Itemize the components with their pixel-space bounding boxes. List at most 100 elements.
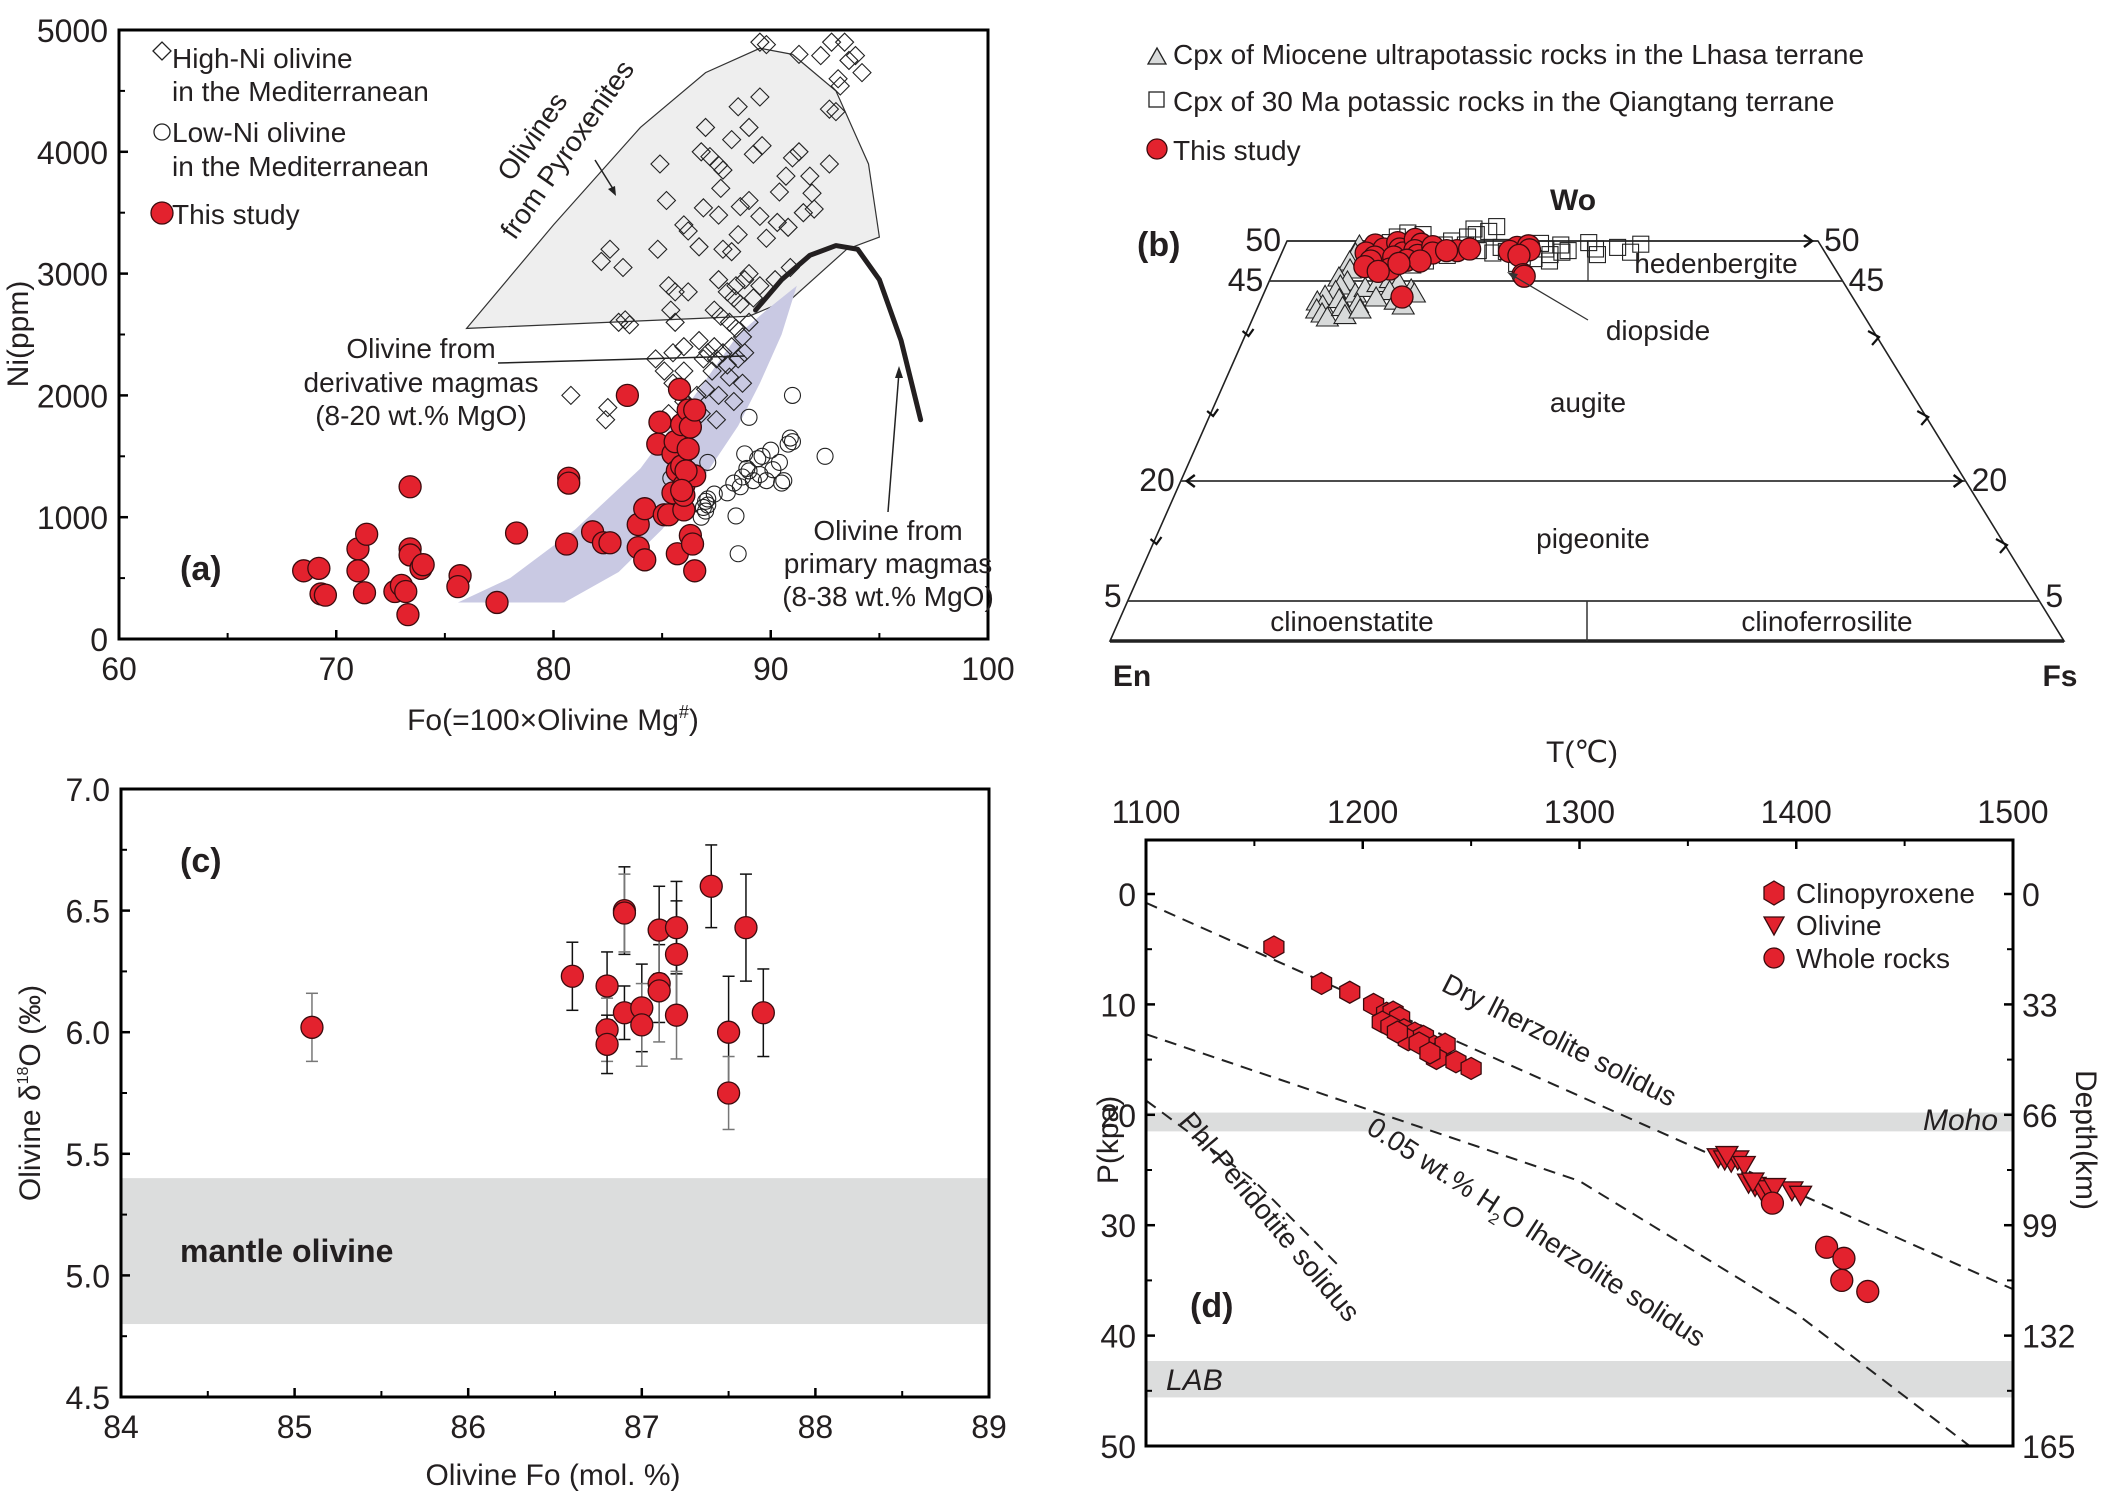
data-point (1760, 1191, 1785, 1215)
panel-c-ylabel-end: O (‰) (14, 985, 47, 1067)
y-tick-label: 7.0 (66, 772, 110, 808)
data-point (1386, 1020, 1409, 1044)
legend-item-high-ni-1: High-Ni olivine (172, 43, 353, 74)
arrowhead-primary-icon (895, 366, 903, 378)
data-point (661, 300, 681, 320)
panel-d-markers (1263, 935, 1880, 1304)
data-point (730, 294, 751, 314)
y-tick-label-right: 0 (2022, 877, 2040, 913)
data-point (764, 461, 782, 479)
data-point (783, 433, 802, 451)
y-tick-label: 20 (1100, 1098, 1136, 1134)
data-point (845, 45, 866, 66)
legend-item-this-study: This study (172, 199, 300, 230)
data-point (852, 62, 872, 83)
data-point (1460, 1056, 1482, 1081)
data-point (711, 306, 731, 327)
legend-diamond-icon (152, 41, 172, 61)
data-point (678, 221, 698, 241)
arrowhead-pyroxenites-icon (608, 186, 616, 196)
data-point (750, 87, 770, 107)
data-point (802, 183, 822, 203)
x-tick-label: 86 (450, 1409, 486, 1445)
data-point (612, 901, 637, 925)
data-point (1762, 1177, 1787, 1199)
data-point (691, 142, 712, 162)
legend-item-clinopyroxene: Clinopyroxene (1796, 878, 1975, 909)
data-point (751, 1001, 775, 1025)
data-point (300, 1015, 324, 1039)
band-label-lab: LAB (1166, 1364, 1223, 1397)
data-point (729, 545, 747, 563)
data-point (765, 269, 785, 290)
data-point (1366, 259, 1390, 284)
x-tick-label: 88 (798, 1409, 834, 1445)
data-point (804, 199, 824, 219)
data-point (713, 160, 733, 180)
data-point (670, 478, 694, 503)
data-point (600, 239, 620, 260)
data-point (678, 282, 698, 302)
data-point (1434, 238, 1459, 263)
legend-item-low-ni-2: in the Mediterranean (172, 151, 429, 182)
panel-d-xlabel: T(℃) (1546, 736, 1618, 769)
annotation-derivative-2: derivative magmas (304, 367, 539, 398)
annotation-primary-1: Olivine from (813, 515, 962, 546)
legend-triangle-icon (1146, 46, 1168, 65)
wo-label-left: 5 (1104, 578, 1122, 614)
side-arrow-icon (1867, 330, 1881, 346)
legend-red-circle-icon (150, 201, 174, 225)
legend-item-high-ni-2: in the Mediterranean (172, 76, 429, 107)
panel-c-xlabel: Olivine Fo (mol. %) (425, 1459, 680, 1492)
x-tick-label: 80 (536, 651, 572, 687)
data-point (1364, 285, 1389, 307)
data-point (1457, 237, 1482, 261)
data-point (821, 32, 842, 52)
data-point (713, 239, 733, 260)
data-point (779, 435, 797, 453)
data-point (708, 205, 729, 225)
data-point (674, 336, 694, 357)
data-point (674, 215, 694, 235)
panel-b-markers (1304, 218, 1650, 327)
y-tick-label: 6.0 (66, 1015, 110, 1051)
legend-item-low-ni-1: Low-Ni olivine (172, 117, 346, 148)
data-point (733, 468, 752, 486)
data-point (793, 202, 814, 223)
data-point (1632, 235, 1650, 253)
legend-item-qiangtang: Cpx of 30 Ma potassic rocks in the Qiang… (1173, 86, 1834, 117)
data-point (654, 361, 675, 381)
x-tick-label: 60 (101, 651, 137, 687)
panel-c-ylabel-main: Olivine δ (14, 1084, 47, 1201)
data-point (834, 32, 855, 52)
data-point (725, 474, 743, 492)
panel-a-label: (a) (180, 550, 222, 588)
data-point (1732, 1155, 1757, 1177)
panel-a-ylabel: Ni(ppm) (2, 281, 35, 388)
band-moho (1146, 1112, 2013, 1132)
data-point (734, 269, 755, 290)
data-point (826, 101, 846, 122)
panel-c: mantle olivine 84 85 86 87 88 89 4.5 5.0 5.5 6.0 6… (14, 772, 1007, 1492)
data-point (647, 979, 671, 1003)
panel-d-ticks: 1100 1200 1300 1400 1500 0 0 10 33 20 66 30 99 40 132 5… (1100, 794, 2075, 1465)
side-arrow-icon (1241, 328, 1255, 338)
data-point (1419, 1041, 1441, 1065)
data-point (504, 521, 529, 545)
y-tick-label: 2000 (37, 378, 108, 414)
x-tick-label: 1400 (1761, 794, 1832, 830)
annotation-derivative-3: (8-20 wt.% MgO) (315, 400, 527, 431)
data-point (727, 507, 745, 525)
panel-a-xlabel-main: Fo(=100×Olivine Mg (407, 704, 679, 737)
data-point (485, 590, 509, 615)
data-point (734, 342, 755, 363)
field-diopside: diopside (1606, 315, 1710, 346)
data-point (756, 34, 777, 55)
y-tick-label-right: 33 (2022, 987, 2058, 1023)
panel-d-frame (1144, 838, 2015, 1448)
data-point (608, 312, 629, 333)
panel-a-fields (457, 47, 924, 603)
data-point (683, 559, 707, 583)
data-point (721, 241, 742, 262)
data-point (664, 942, 689, 967)
